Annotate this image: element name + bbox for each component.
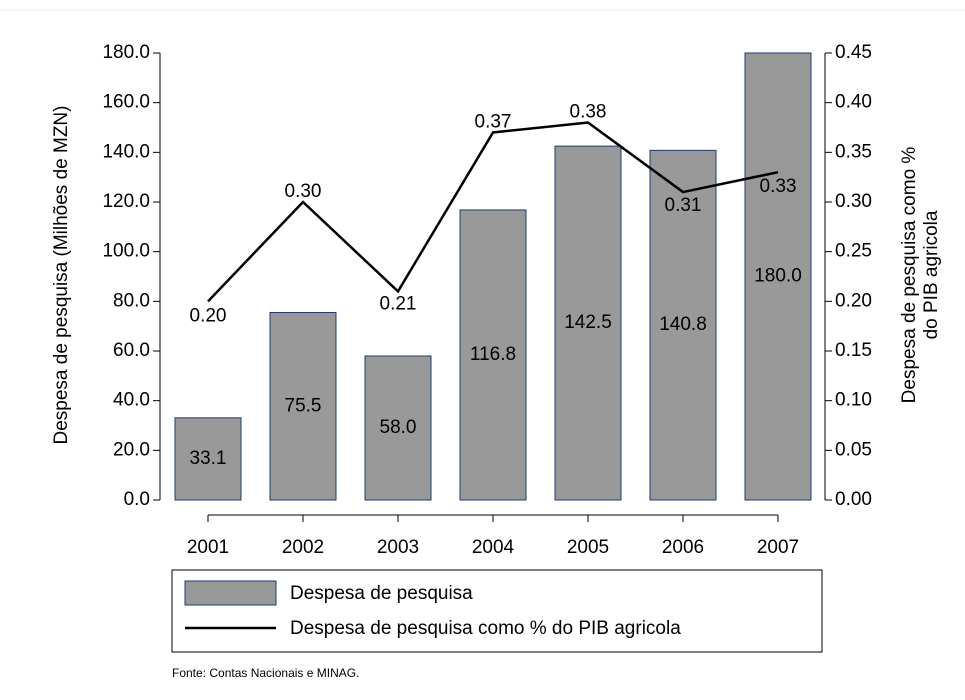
y-tick-label: 120.0 [102,191,150,212]
y2-tick-label: 0.10 [835,390,872,411]
line-value-label: 0.33 [760,176,797,197]
bar [174,417,242,501]
y-tick-label: 0.0 [124,489,150,510]
y-axis-title: Despesa de pesquisa (Milhões de MZN) [51,106,72,445]
y2-tick-label: 0.00 [835,489,872,510]
bar-value-label: 75.5 [285,395,322,416]
y-tick-label: 20.0 [113,439,150,460]
y-tick-label: 180.0 [102,42,150,63]
line-value-label: 0.31 [665,195,702,216]
x-tick-label: 2003 [377,537,419,558]
y-tick-label: 80.0 [113,290,150,311]
y-tick-label: 40.0 [113,390,150,411]
y-tick-label: 60.0 [113,340,150,361]
bar-value-label: 180.0 [754,266,802,287]
y2-tick-label: 0.20 [835,290,872,311]
source-note: Fonte: Contas Nacionais e MINAG. [172,666,359,680]
bar-value-label: 140.8 [659,314,707,335]
y2-tick-label: 0.25 [835,241,872,262]
legend-label: Despesa de pesquisa como % do PIB agrico… [290,618,681,639]
y-tick-label: 100.0 [102,241,150,262]
line-value-label: 0.30 [285,181,322,202]
bar-value-label: 116.8 [470,344,516,365]
line-value-label: 0.20 [190,305,227,326]
legend-box [171,569,823,653]
y2-tick-label: 0.45 [835,42,872,63]
x-tick-label: 2004 [472,537,515,558]
x-tick-label: 2006 [662,537,704,558]
bar-value-label: 142.5 [564,312,612,333]
x-tick-label: 2001 [187,537,229,558]
bar [744,52,812,501]
y2-tick-label: 0.15 [835,340,872,361]
y2-tick-label: 0.30 [835,191,872,212]
bar [554,145,622,501]
bar [459,209,527,501]
bar [364,355,432,501]
y-tick-label: 160.0 [102,92,150,113]
line-value-label: 0.37 [475,111,512,132]
y2-tick-label: 0.35 [835,141,872,162]
x-tick-label: 2005 [567,537,609,558]
bar [649,149,717,501]
y2-tick-label: 0.05 [835,439,872,460]
line-value-label: 0.38 [570,102,607,123]
y2-axis-title: Despesa de pesquisa como % [899,147,920,404]
bar [269,312,337,501]
line [207,121,779,303]
legend-swatch [184,580,277,606]
x-tick-label: 2007 [757,537,799,558]
bar-value-label: 33.1 [190,448,227,469]
x-tick-label: 2002 [282,537,324,558]
legend-label: Despesa de pesquisa [290,583,473,604]
y2-axis-title: do PIB agricola [921,210,942,339]
y-tick-label: 140.0 [102,141,150,162]
y2-tick-label: 0.40 [835,92,872,113]
bar-value-label: 58.0 [380,417,417,438]
line-value-label: 0.21 [380,293,417,314]
